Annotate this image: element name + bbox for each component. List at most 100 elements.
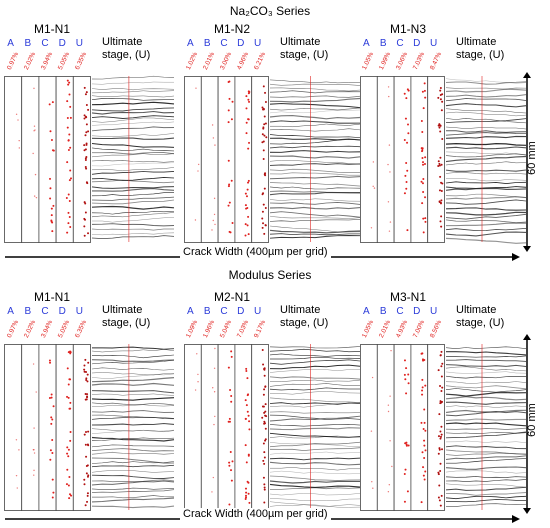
crack-line xyxy=(91,359,175,365)
strain-percent: 5.05% xyxy=(57,319,72,339)
crack-line xyxy=(91,414,175,419)
crack-line xyxy=(445,118,527,124)
crack-dot xyxy=(227,204,230,207)
crack-dot xyxy=(407,132,410,135)
crack-dot xyxy=(50,396,53,399)
crack-dot xyxy=(69,401,72,404)
strain-percent: 7.00% xyxy=(411,319,426,339)
crack-dot xyxy=(83,117,86,120)
crack-dot xyxy=(34,173,37,176)
stage-letter-b: B xyxy=(24,38,32,49)
crack-line xyxy=(445,479,527,482)
crack-dot xyxy=(438,484,441,487)
crack-dot xyxy=(264,100,267,103)
crack-line xyxy=(91,159,175,163)
crack-dot xyxy=(84,443,87,446)
crack-dot xyxy=(51,439,54,442)
crack-dot xyxy=(83,478,86,481)
crack-dot xyxy=(245,121,248,124)
crack-dot xyxy=(263,501,266,504)
crack-width-label-2: Crack Width (400µm per grid) xyxy=(180,508,331,520)
crack-dot xyxy=(262,222,265,225)
crack-dot xyxy=(263,462,266,465)
strain-percent: 4.96% xyxy=(235,51,250,71)
crack-dot xyxy=(51,230,54,233)
crack-dot xyxy=(194,219,197,221)
crack-dot xyxy=(372,487,374,489)
crack-dot xyxy=(264,91,267,94)
crack-dot xyxy=(387,491,390,493)
crack-dot xyxy=(421,386,424,389)
crack-line xyxy=(445,231,527,237)
crack-dot xyxy=(35,391,37,393)
crack-dot xyxy=(424,449,427,452)
crack-line xyxy=(269,95,361,98)
stage-column xyxy=(360,76,378,243)
crack-line xyxy=(269,457,361,461)
crack-dot xyxy=(67,484,70,487)
crack-dot xyxy=(67,149,70,152)
specimen-panel: M1-N1 Ultimate stage, (U) A 0.97% B 2.02% C 3.94… xyxy=(2,290,175,520)
crack-dot xyxy=(49,361,52,364)
crack-dot xyxy=(248,100,251,103)
crack-dot xyxy=(263,483,266,486)
crack-dot xyxy=(263,368,266,371)
crack-dot xyxy=(211,124,214,126)
crack-line xyxy=(91,474,175,479)
crack-dot xyxy=(68,216,71,219)
crack-dot xyxy=(197,163,200,166)
crack-line xyxy=(91,373,175,379)
crack-dot xyxy=(85,143,88,146)
crack-dot xyxy=(372,161,375,163)
crack-dot xyxy=(423,456,426,459)
crack-dot xyxy=(441,448,444,451)
crack-dot xyxy=(86,395,89,398)
crack-dot xyxy=(51,418,54,421)
ultimate-line-1: Ultimate xyxy=(456,304,497,316)
crack-dot xyxy=(230,118,233,121)
crack-line xyxy=(269,414,361,420)
crack-dot xyxy=(244,494,247,497)
crack-dot xyxy=(85,377,88,380)
crack-dot xyxy=(423,408,426,411)
crack-dot xyxy=(391,465,393,468)
crack-line xyxy=(445,452,527,457)
crack-dot xyxy=(440,375,443,378)
strain-percent: 1.09% xyxy=(185,319,200,339)
stage-column xyxy=(200,76,219,243)
stage-letter-u: U xyxy=(429,306,438,317)
crack-line xyxy=(91,81,174,85)
crack-line xyxy=(269,87,361,92)
crack-dot xyxy=(85,181,88,184)
strain-percent: 6.35% xyxy=(74,319,89,339)
crack-line xyxy=(91,232,175,236)
crack-line xyxy=(445,228,527,231)
crack-dot xyxy=(422,466,425,469)
crack-line xyxy=(91,205,175,210)
crack-dot xyxy=(69,146,72,149)
crack-dot xyxy=(245,370,248,373)
crack-line xyxy=(445,187,527,191)
crack-dot xyxy=(424,384,427,387)
ultimate-stage-label: Ultimate stage, (U) xyxy=(456,304,504,330)
crack-dot xyxy=(422,427,425,430)
crack-dot xyxy=(404,117,407,120)
panel-title: M1-N1 xyxy=(33,22,70,36)
crack-dot xyxy=(421,389,424,392)
crack-dot xyxy=(213,197,216,200)
crack-line xyxy=(269,102,361,109)
crack-line xyxy=(269,145,361,149)
crack-dot xyxy=(407,373,410,376)
crack-line xyxy=(91,212,175,218)
stage-letter-a: A xyxy=(7,38,14,49)
crack-line xyxy=(91,97,174,101)
crack-dot xyxy=(264,172,267,175)
specimen-panel: M3-N1 Ultimate stage, (U) A 1.05% B 2.01% C 4.93… xyxy=(358,290,527,520)
crack-dot xyxy=(438,447,441,450)
stage-letter-c: C xyxy=(220,38,228,49)
crack-dot xyxy=(85,116,88,119)
crack-line xyxy=(445,401,527,405)
crack-dot xyxy=(440,109,443,112)
crack-dot xyxy=(83,368,86,371)
crack-line xyxy=(269,206,361,210)
